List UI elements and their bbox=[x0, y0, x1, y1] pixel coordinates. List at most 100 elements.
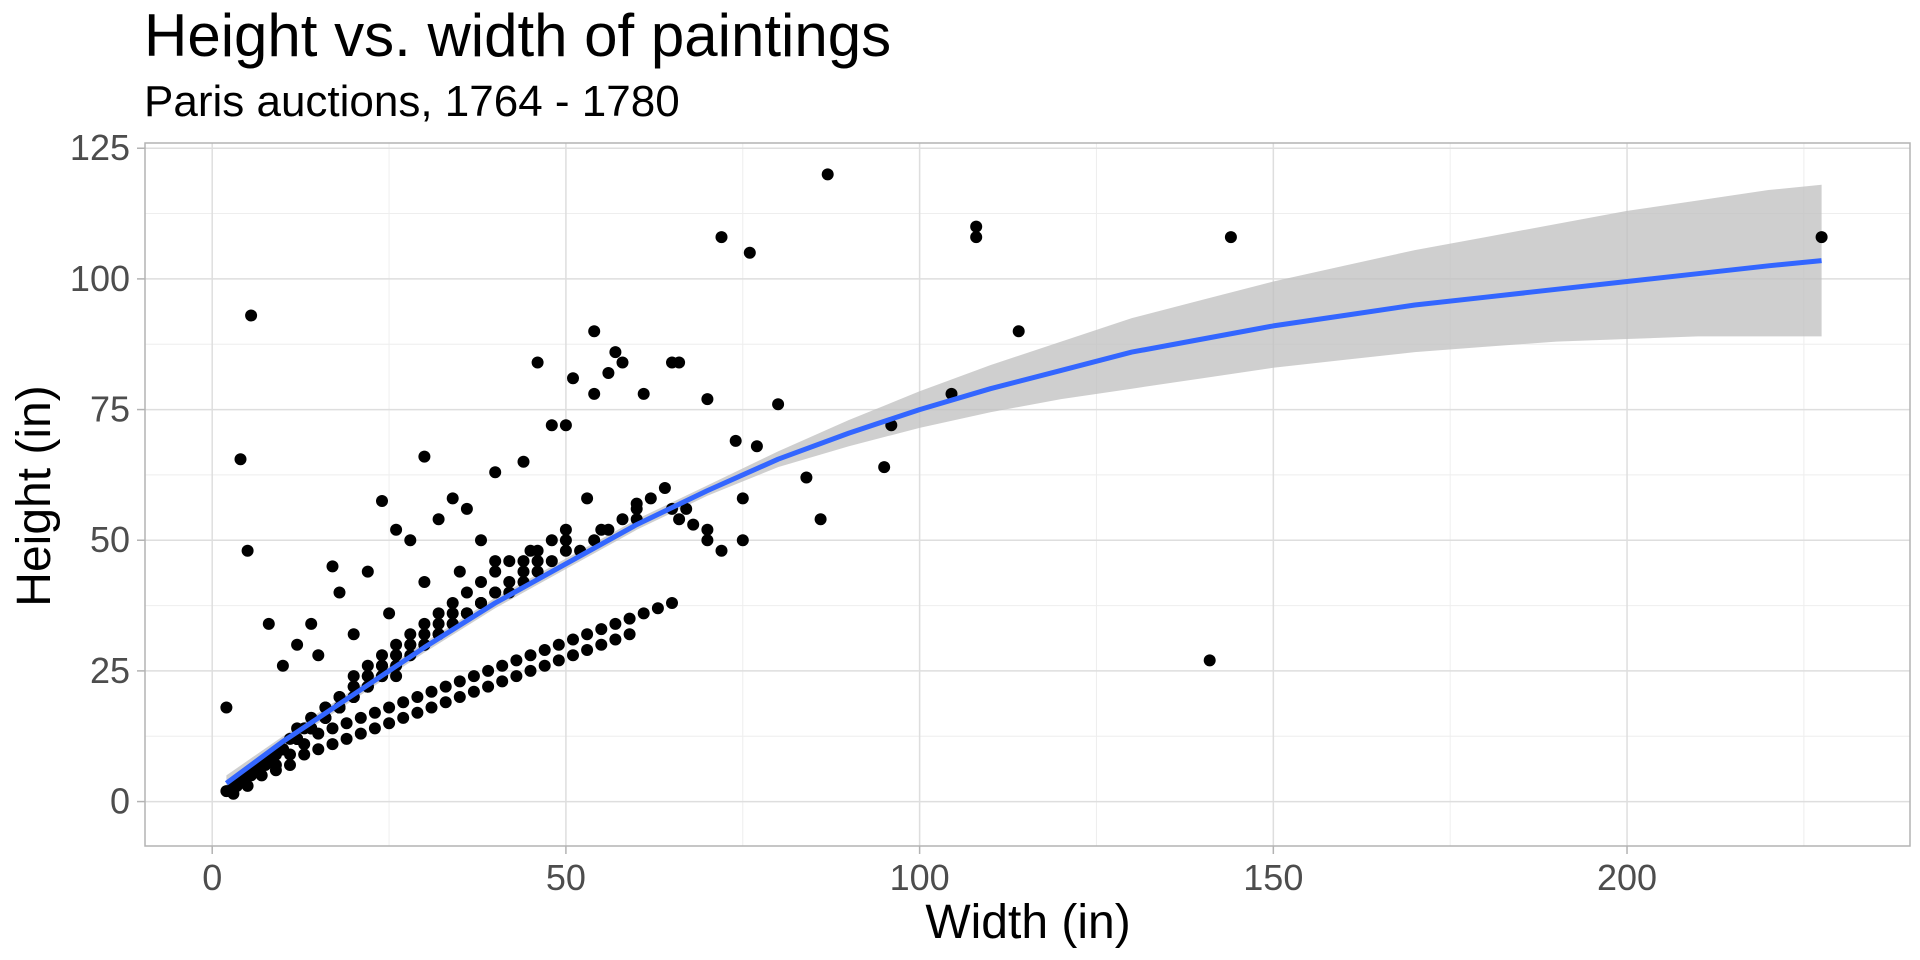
data-point bbox=[517, 455, 530, 468]
data-point bbox=[517, 555, 530, 568]
data-point bbox=[347, 628, 360, 641]
data-point bbox=[404, 534, 417, 547]
data-point bbox=[715, 544, 728, 557]
data-point bbox=[545, 555, 558, 568]
data-point bbox=[326, 738, 339, 751]
data-point bbox=[361, 670, 374, 683]
data-point bbox=[687, 518, 700, 531]
data-point bbox=[581, 492, 594, 505]
data-point bbox=[460, 586, 473, 599]
confidence-band bbox=[226, 184, 1822, 792]
data-point bbox=[595, 623, 608, 636]
data-point bbox=[460, 502, 473, 515]
data-point bbox=[432, 617, 445, 630]
data-point bbox=[340, 717, 353, 730]
data-point bbox=[545, 419, 558, 432]
data-point bbox=[354, 711, 367, 724]
data-point bbox=[588, 325, 601, 338]
data-point bbox=[432, 513, 445, 526]
data-point bbox=[559, 419, 572, 432]
data-point bbox=[1203, 654, 1216, 667]
data-point bbox=[475, 576, 487, 588]
data-point bbox=[567, 649, 579, 662]
data-point bbox=[291, 638, 304, 651]
data-point bbox=[552, 654, 565, 667]
data-point bbox=[736, 534, 749, 547]
data-point bbox=[666, 356, 678, 369]
data-point bbox=[333, 586, 346, 599]
x-axis-title: Width (in) bbox=[925, 896, 1130, 949]
data-point bbox=[234, 453, 247, 466]
data-point bbox=[623, 612, 636, 625]
data-point bbox=[701, 393, 714, 406]
data-point bbox=[269, 764, 282, 777]
data-point bbox=[368, 706, 381, 719]
y-axis-title: Height (in) bbox=[8, 385, 61, 606]
data-point bbox=[743, 246, 756, 259]
data-point bbox=[390, 649, 403, 662]
data-point bbox=[821, 168, 834, 181]
data-point bbox=[559, 544, 572, 557]
data-point bbox=[658, 482, 671, 494]
data-point bbox=[439, 680, 452, 693]
data-point bbox=[390, 638, 403, 651]
data-point bbox=[489, 586, 502, 599]
data-point bbox=[567, 633, 579, 646]
data-point bbox=[538, 659, 551, 672]
data-point bbox=[425, 701, 438, 714]
data-point bbox=[312, 649, 325, 662]
data-point bbox=[354, 727, 367, 740]
data-point bbox=[276, 659, 289, 672]
data-point bbox=[567, 372, 579, 385]
data-point bbox=[616, 513, 629, 526]
x-tick-label: 0 bbox=[202, 857, 222, 898]
data-point bbox=[496, 675, 509, 688]
data-point bbox=[376, 659, 388, 672]
data-point bbox=[284, 759, 296, 771]
x-tick-label: 150 bbox=[1243, 857, 1303, 898]
data-point bbox=[623, 628, 636, 641]
data-point bbox=[651, 602, 664, 615]
data-point bbox=[446, 597, 459, 609]
data-point bbox=[552, 638, 565, 651]
data-point bbox=[814, 513, 827, 526]
data-point bbox=[503, 555, 516, 568]
data-point bbox=[538, 644, 551, 656]
data-point bbox=[524, 649, 537, 662]
data-point bbox=[467, 685, 480, 698]
data-point bbox=[588, 387, 601, 400]
data-point bbox=[383, 701, 396, 714]
data-point bbox=[390, 523, 403, 536]
data-point bbox=[489, 466, 502, 479]
y-tick-label: 50 bbox=[90, 519, 130, 560]
data-point bbox=[489, 565, 502, 578]
data-point bbox=[878, 461, 891, 474]
data-point bbox=[496, 659, 509, 672]
data-point bbox=[701, 534, 714, 547]
data-point bbox=[581, 644, 594, 656]
x-axis-ticks: 0 50 100 150 200 bbox=[202, 846, 1657, 898]
data-point bbox=[411, 706, 424, 719]
data-point bbox=[630, 502, 643, 515]
x-tick-label: 200 bbox=[1597, 857, 1657, 898]
data-point bbox=[581, 628, 594, 641]
data-point bbox=[531, 555, 544, 568]
panel-border bbox=[144, 142, 1911, 847]
data-point bbox=[559, 534, 572, 547]
data-point bbox=[255, 769, 268, 782]
data-point bbox=[482, 680, 495, 693]
data-point bbox=[1224, 231, 1237, 244]
data-point bbox=[220, 701, 233, 714]
data-point bbox=[531, 544, 544, 557]
y-tick-label: 75 bbox=[90, 389, 130, 430]
data-point bbox=[312, 727, 325, 740]
data-point bbox=[510, 670, 523, 683]
data-point bbox=[637, 607, 650, 620]
data-point bbox=[524, 664, 537, 677]
data-point bbox=[644, 492, 657, 505]
data-point bbox=[347, 670, 360, 683]
data-point bbox=[475, 534, 487, 547]
data-point bbox=[736, 492, 749, 505]
data-point bbox=[475, 597, 487, 609]
data-point bbox=[800, 471, 813, 484]
